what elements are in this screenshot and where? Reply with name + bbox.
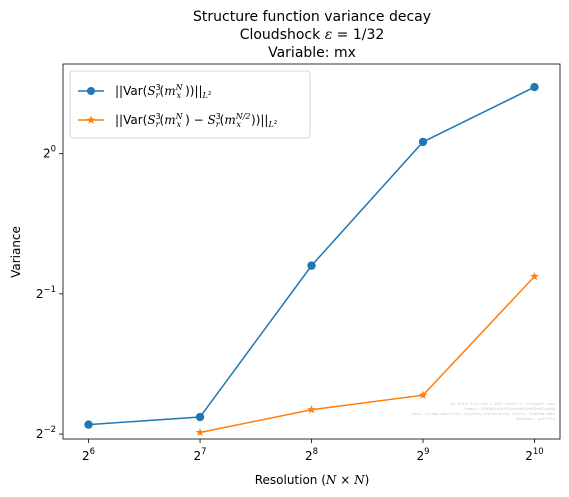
watermark: Rr Elbil Flus Lat 2.2022 sisifl 2.lirhpp… xyxy=(412,402,555,421)
series-2-point xyxy=(307,405,316,414)
title-line-1: Structure function variance decay xyxy=(193,9,431,25)
x-axis-label-times: × xyxy=(336,473,354,487)
series-2-line xyxy=(199,275,536,434)
x-tick-label: 29 xyxy=(416,447,429,463)
series-layer xyxy=(84,82,539,437)
series-2-point xyxy=(195,427,205,437)
title-line-2: Cloudshock ε = 1/32 xyxy=(240,27,385,43)
x-axis-label-text: Resolution ( xyxy=(255,473,326,487)
y-axis-ticks: 2−2 2−1 20 xyxy=(36,145,63,441)
x-tick-label: 26 xyxy=(82,447,95,463)
x-axis-label: Resolution (N × N) xyxy=(255,473,370,487)
series-1 xyxy=(84,82,539,429)
series-1-point xyxy=(84,420,93,429)
series-1-point xyxy=(195,412,205,422)
series-2-point xyxy=(530,271,539,281)
series-1-point xyxy=(530,82,539,92)
series-1-point xyxy=(418,137,428,147)
x-tick-label: 27 xyxy=(194,447,207,463)
legend-entry-series-2[interactable]: ||Var(S3 r(mN x) − S3 r(mN/2 x))||L2 xyxy=(78,112,277,129)
series-2-point xyxy=(418,390,428,399)
y-axis-label: Variance xyxy=(9,226,23,278)
x-axis-label-n1: N xyxy=(325,473,337,487)
chart-title: Structure function variance decay Clouds… xyxy=(193,9,431,61)
legend[interactable]: ||Var(S3 r(mN x))||L2 ||Var(S3 r(mN x) − S3 r… xyxy=(69,70,311,139)
title-line-2-epsilon: ε xyxy=(325,27,333,43)
legend-entry-series-1[interactable]: ||Var(S3 r(mN x))||L2 xyxy=(78,83,211,100)
y-tick-label: 2−2 xyxy=(36,425,56,441)
legend-label-series-2: ||Var(S3 r(mN x) − S3 r(mN/2 x))||L2 xyxy=(115,112,277,129)
legend-marker-circle xyxy=(87,87,95,95)
series-1-point xyxy=(307,261,316,270)
title-line-2-value: = 1/32 xyxy=(332,27,384,43)
x-axis-label-n2: N xyxy=(353,473,365,487)
x-tick-label: 28 xyxy=(305,447,318,463)
x-axis-label-close: ) xyxy=(365,473,370,487)
y-tick-label: 20 xyxy=(43,145,56,161)
legend-marker-star xyxy=(86,115,96,124)
watermark-line-3: Repo: github.com/kjetil lye/mlmc-station… xyxy=(412,412,555,416)
watermark-line-4: Hostname: puffrfin xyxy=(516,417,555,421)
title-line-2-text: Cloudshock xyxy=(240,27,325,43)
x-tick-label: 210 xyxy=(525,447,543,463)
watermark-line-1: Rr Elbil Flus Lat 2.2022 sisifl 2.lirhpp… xyxy=(451,402,555,406)
legend-label-series-1: ||Var(S3 r(mN x))||L2 xyxy=(115,83,211,100)
y-tick-label: 2−1 xyxy=(36,285,56,301)
x-axis-ticks: 26 27 28 29 210 xyxy=(82,439,544,463)
legend-frame xyxy=(69,70,311,139)
watermark-line-2: Commit: 6983b2541b747ba4e5b03cb43bd07ca4… xyxy=(464,407,555,411)
series-2 xyxy=(195,271,539,437)
title-line-3: Variable: mx xyxy=(268,45,356,61)
